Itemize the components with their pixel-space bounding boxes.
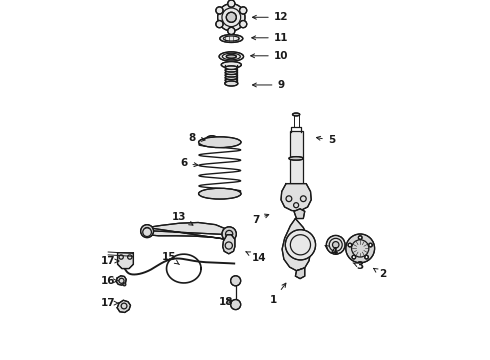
Text: 18: 18: [219, 297, 234, 307]
Circle shape: [352, 255, 356, 259]
Ellipse shape: [333, 242, 339, 248]
Circle shape: [240, 7, 247, 14]
Circle shape: [358, 236, 362, 239]
Ellipse shape: [219, 52, 244, 61]
Circle shape: [228, 27, 235, 35]
Text: 8: 8: [188, 133, 205, 143]
Ellipse shape: [198, 137, 241, 148]
Text: 13: 13: [172, 212, 193, 225]
Polygon shape: [117, 300, 130, 312]
Circle shape: [285, 230, 316, 260]
Polygon shape: [281, 184, 311, 211]
Text: 7: 7: [252, 214, 269, 225]
Ellipse shape: [225, 71, 238, 75]
Ellipse shape: [225, 78, 238, 82]
Ellipse shape: [225, 73, 238, 77]
Text: 14: 14: [246, 252, 266, 263]
Text: 1: 1: [270, 283, 286, 305]
Circle shape: [218, 4, 245, 31]
Circle shape: [348, 243, 352, 247]
Polygon shape: [143, 222, 229, 240]
Ellipse shape: [225, 81, 238, 85]
Text: 10: 10: [251, 51, 288, 61]
Circle shape: [216, 21, 223, 28]
Circle shape: [141, 225, 153, 238]
Ellipse shape: [326, 235, 345, 254]
Text: 6: 6: [180, 158, 198, 168]
Text: 16: 16: [101, 276, 118, 286]
Text: 17: 17: [101, 298, 119, 308]
Circle shape: [365, 255, 368, 259]
Circle shape: [226, 12, 236, 22]
Circle shape: [231, 300, 241, 310]
Circle shape: [210, 138, 214, 143]
Circle shape: [346, 234, 374, 263]
Polygon shape: [222, 235, 235, 254]
Ellipse shape: [225, 66, 238, 69]
Circle shape: [288, 235, 308, 255]
Ellipse shape: [225, 81, 238, 86]
Ellipse shape: [225, 76, 238, 80]
Ellipse shape: [221, 62, 242, 68]
Circle shape: [222, 227, 236, 241]
Circle shape: [123, 283, 126, 286]
Text: 15: 15: [162, 252, 179, 265]
Circle shape: [231, 276, 241, 286]
Text: 2: 2: [373, 268, 386, 279]
Text: 11: 11: [252, 33, 288, 43]
Text: 3: 3: [353, 261, 363, 271]
Ellipse shape: [205, 136, 219, 145]
Polygon shape: [294, 209, 305, 219]
Polygon shape: [282, 219, 311, 271]
Ellipse shape: [226, 55, 236, 58]
Text: 4: 4: [325, 246, 338, 257]
Text: 17: 17: [101, 256, 119, 266]
Text: 9: 9: [252, 80, 285, 90]
Circle shape: [368, 243, 372, 247]
Polygon shape: [116, 276, 126, 285]
Text: 5: 5: [317, 135, 335, 145]
Ellipse shape: [198, 188, 241, 199]
Circle shape: [240, 21, 247, 28]
FancyBboxPatch shape: [290, 131, 303, 184]
Polygon shape: [295, 268, 305, 279]
Ellipse shape: [293, 113, 300, 116]
Circle shape: [228, 0, 235, 7]
Circle shape: [143, 228, 151, 237]
Ellipse shape: [220, 35, 243, 42]
Polygon shape: [118, 253, 133, 269]
Circle shape: [216, 7, 223, 14]
Ellipse shape: [225, 68, 238, 72]
Text: 12: 12: [252, 12, 288, 22]
Ellipse shape: [289, 157, 303, 160]
